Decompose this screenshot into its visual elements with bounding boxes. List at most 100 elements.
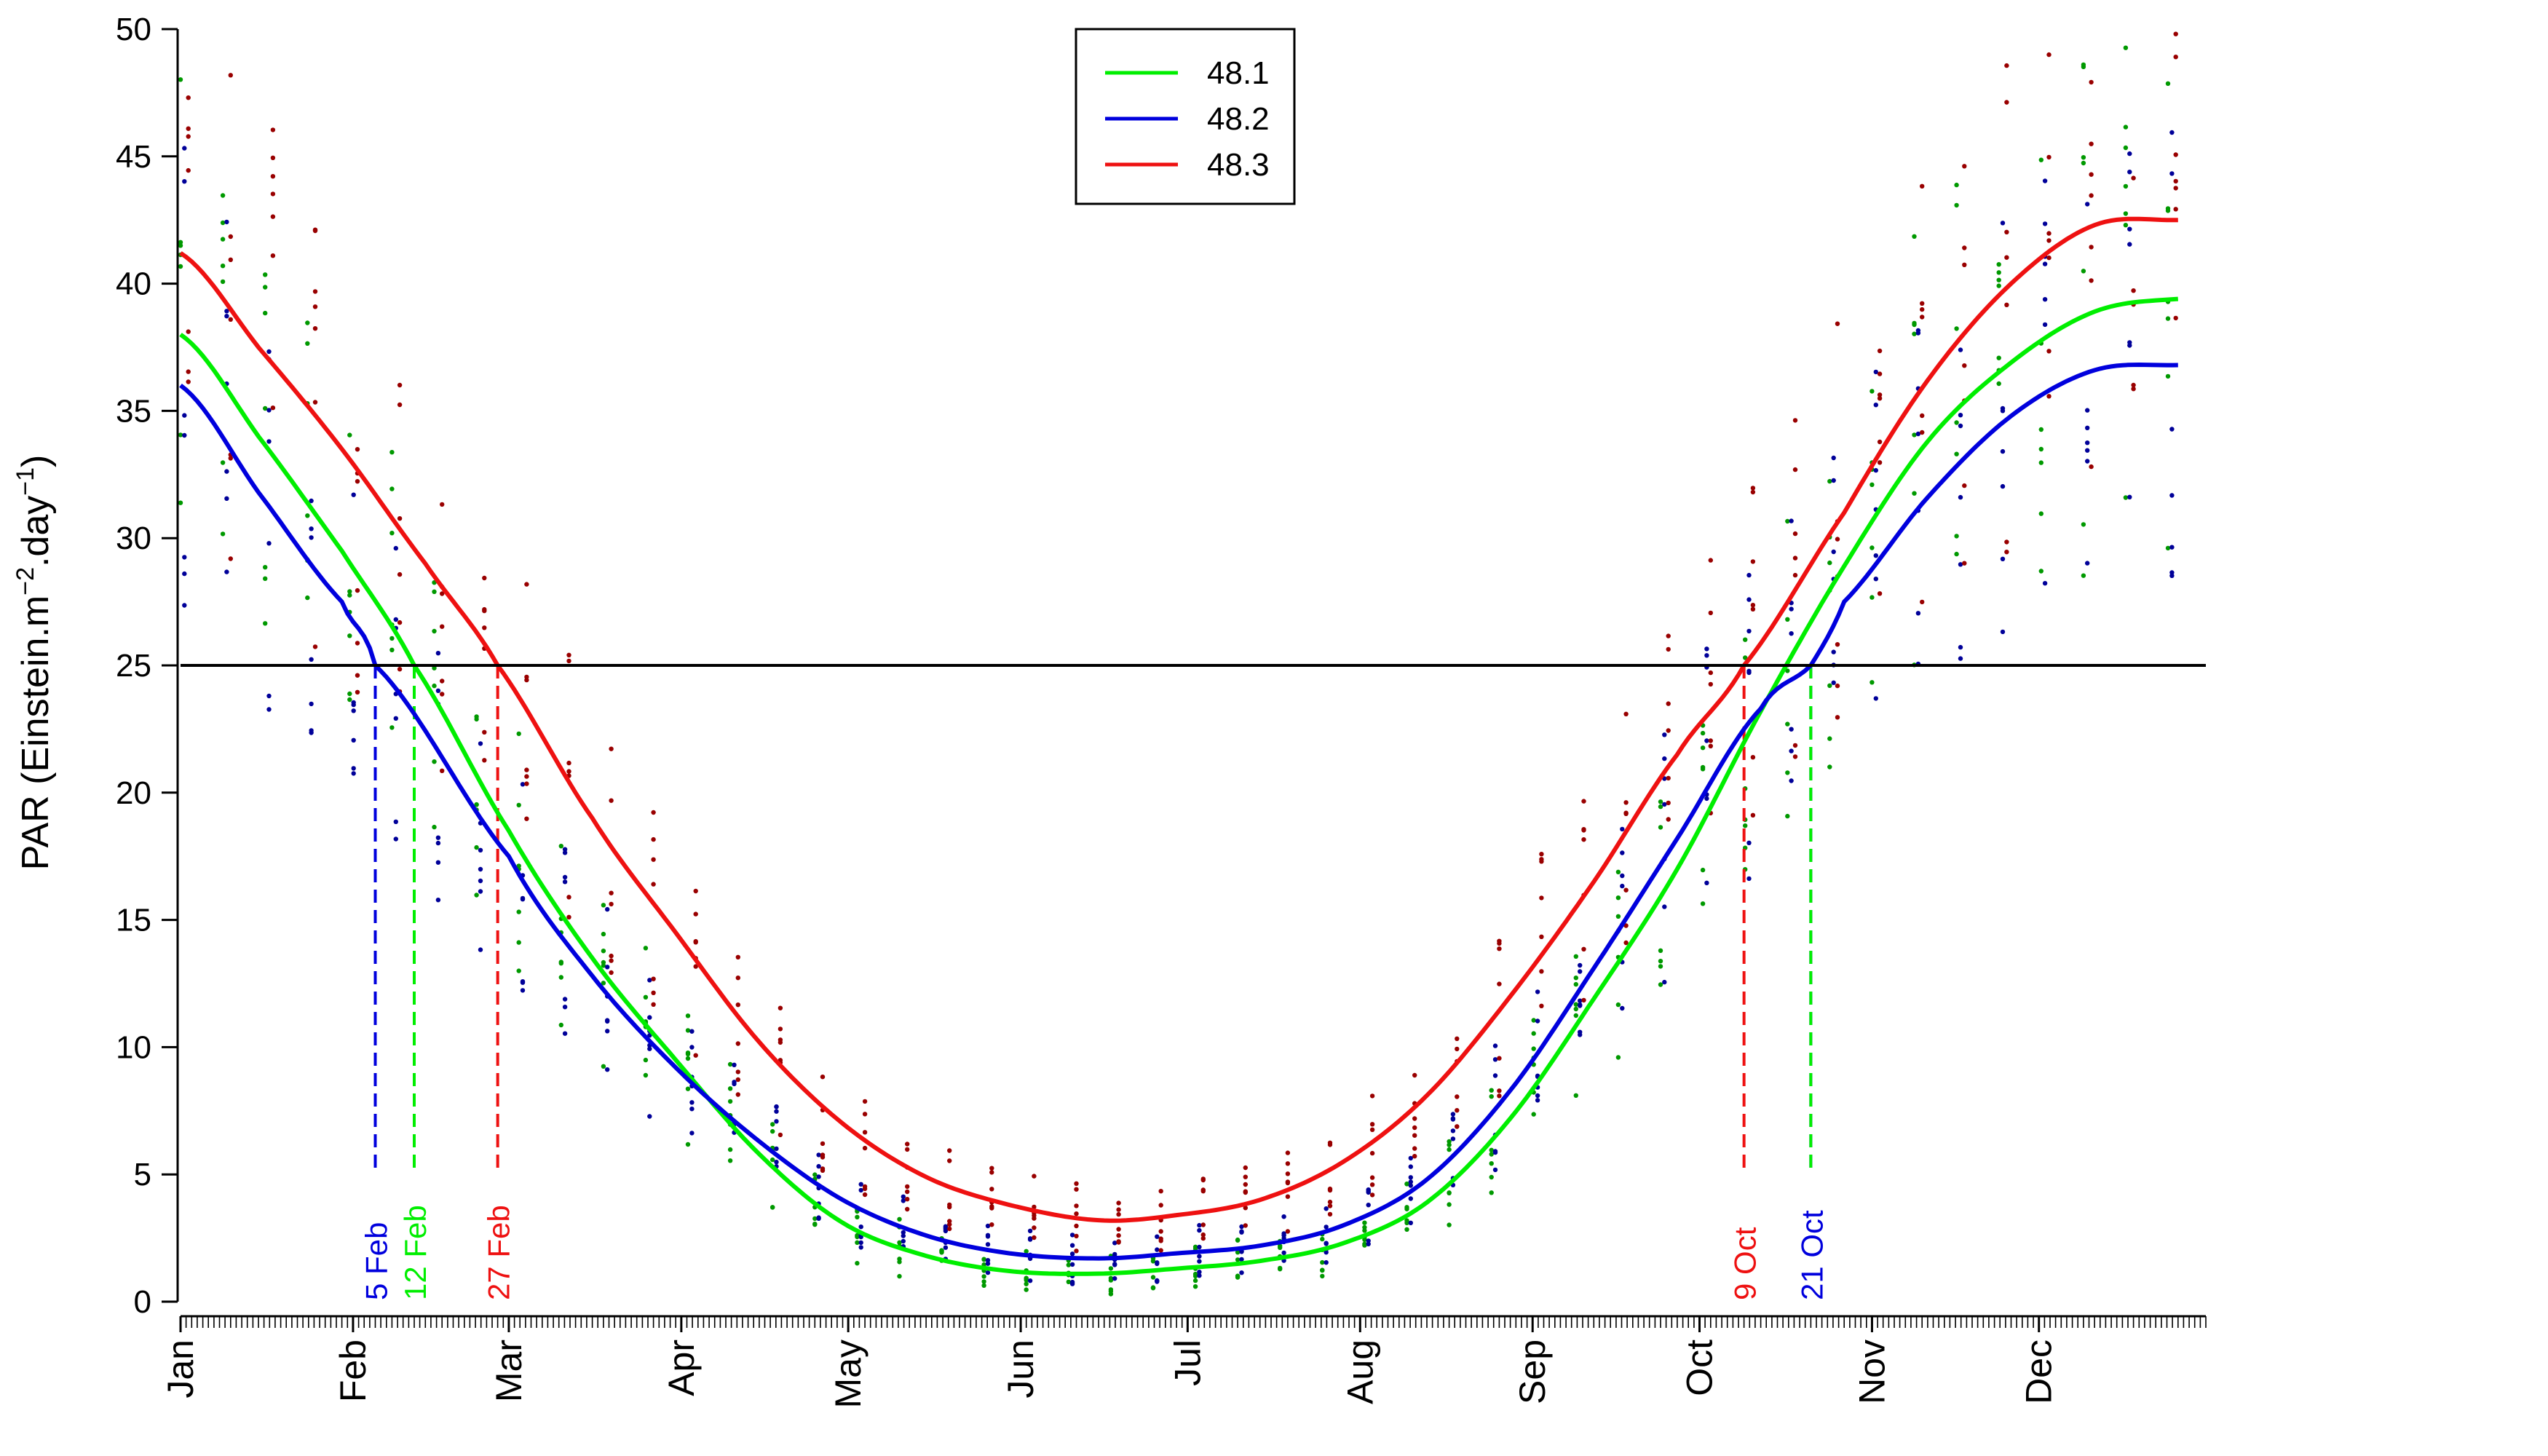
data-point xyxy=(651,836,656,842)
data-point xyxy=(2169,427,2175,432)
data-point xyxy=(2131,175,2136,181)
month-label: May xyxy=(828,1340,869,1408)
data-point xyxy=(1404,1227,1409,1233)
data-point xyxy=(1700,730,1706,736)
data-point xyxy=(516,863,521,869)
data-point xyxy=(312,304,318,309)
data-point xyxy=(651,857,656,862)
data-point xyxy=(1324,1241,1329,1246)
data-point xyxy=(562,850,568,855)
data-point xyxy=(947,1219,952,1224)
data-point xyxy=(2042,261,2048,266)
data-point xyxy=(186,134,191,139)
data-point xyxy=(1197,1244,1202,1250)
data-point xyxy=(524,582,529,587)
data-point xyxy=(1158,1238,1163,1243)
data-point xyxy=(1112,1262,1117,1267)
data-point xyxy=(689,1100,695,1105)
data-point xyxy=(566,914,571,920)
data-point xyxy=(478,847,483,853)
data-point xyxy=(1197,1254,1202,1259)
data-point xyxy=(1958,562,1963,567)
data-point xyxy=(389,647,395,652)
data-point xyxy=(901,1238,906,1244)
data-point xyxy=(270,174,276,179)
data-point xyxy=(1573,981,1578,987)
data-point xyxy=(1447,1190,1452,1196)
data-point xyxy=(1497,1056,1502,1061)
data-point xyxy=(186,369,191,374)
data-point xyxy=(1455,1046,1460,1052)
data-point xyxy=(351,771,356,776)
data-point xyxy=(2173,207,2178,212)
data-point xyxy=(1447,1222,1452,1227)
data-point xyxy=(1369,1150,1375,1156)
data-point xyxy=(862,1184,868,1190)
data-point xyxy=(647,978,652,983)
data-point xyxy=(727,1061,733,1067)
data-point xyxy=(305,341,310,346)
data-point xyxy=(1066,1262,1072,1267)
y-tick-label: 40 xyxy=(116,266,151,302)
data-point xyxy=(862,1192,868,1198)
data-point xyxy=(2089,464,2094,470)
data-point xyxy=(1235,1250,1241,1255)
data-point xyxy=(1192,1284,1198,1289)
data-point xyxy=(2042,581,2048,586)
data-point xyxy=(228,73,233,78)
data-point xyxy=(524,774,529,779)
data-point xyxy=(770,1157,775,1163)
data-point xyxy=(1785,518,1790,524)
data-point xyxy=(1116,1200,1121,1206)
data-point xyxy=(727,1158,733,1163)
data-point xyxy=(1831,649,1836,654)
data-point xyxy=(1662,732,1667,737)
data-point xyxy=(1281,1214,1286,1219)
data-point xyxy=(2085,448,2090,453)
data-point xyxy=(1746,840,1752,846)
data-point xyxy=(1239,1270,1244,1275)
data-point xyxy=(1327,1142,1333,1147)
data-point xyxy=(1032,1235,1037,1241)
data-point xyxy=(901,1230,906,1235)
data-point xyxy=(435,898,441,903)
data-point xyxy=(1108,1266,1114,1271)
data-point xyxy=(1535,1093,1540,1099)
data-point xyxy=(1578,998,1583,1003)
data-point xyxy=(1069,1262,1075,1267)
data-point xyxy=(1704,653,1709,658)
data-point xyxy=(263,405,268,411)
data-point xyxy=(1920,430,1925,435)
data-point xyxy=(2046,394,2052,399)
y-tick-label: 20 xyxy=(116,775,151,811)
data-point xyxy=(524,816,529,821)
data-point xyxy=(1032,1204,1037,1210)
data-point xyxy=(727,1086,733,1091)
data-point xyxy=(224,314,229,319)
data-point xyxy=(1539,1003,1544,1009)
data-point xyxy=(2046,52,2052,58)
data-point xyxy=(901,1194,906,1200)
data-point xyxy=(2038,569,2043,574)
data-point xyxy=(228,257,233,262)
data-point xyxy=(440,692,445,697)
data-point xyxy=(1447,1142,1452,1147)
data-point xyxy=(2169,573,2175,578)
data-point xyxy=(1870,680,1875,685)
data-point xyxy=(182,432,187,438)
crossing-label: 12 Feb xyxy=(398,1205,432,1300)
data-point xyxy=(1827,478,1832,484)
data-point xyxy=(435,651,441,656)
data-point xyxy=(855,1261,860,1266)
data-point xyxy=(1700,745,1706,751)
data-point xyxy=(1915,611,1921,616)
data-point xyxy=(2089,79,2094,85)
data-point xyxy=(1996,283,2001,288)
data-point xyxy=(1366,1238,1371,1243)
data-point xyxy=(1996,381,2001,387)
data-point xyxy=(858,1240,863,1246)
data-point xyxy=(1497,938,1502,943)
data-point xyxy=(605,906,610,912)
data-point xyxy=(1108,1275,1114,1281)
data-point xyxy=(905,1206,910,1212)
